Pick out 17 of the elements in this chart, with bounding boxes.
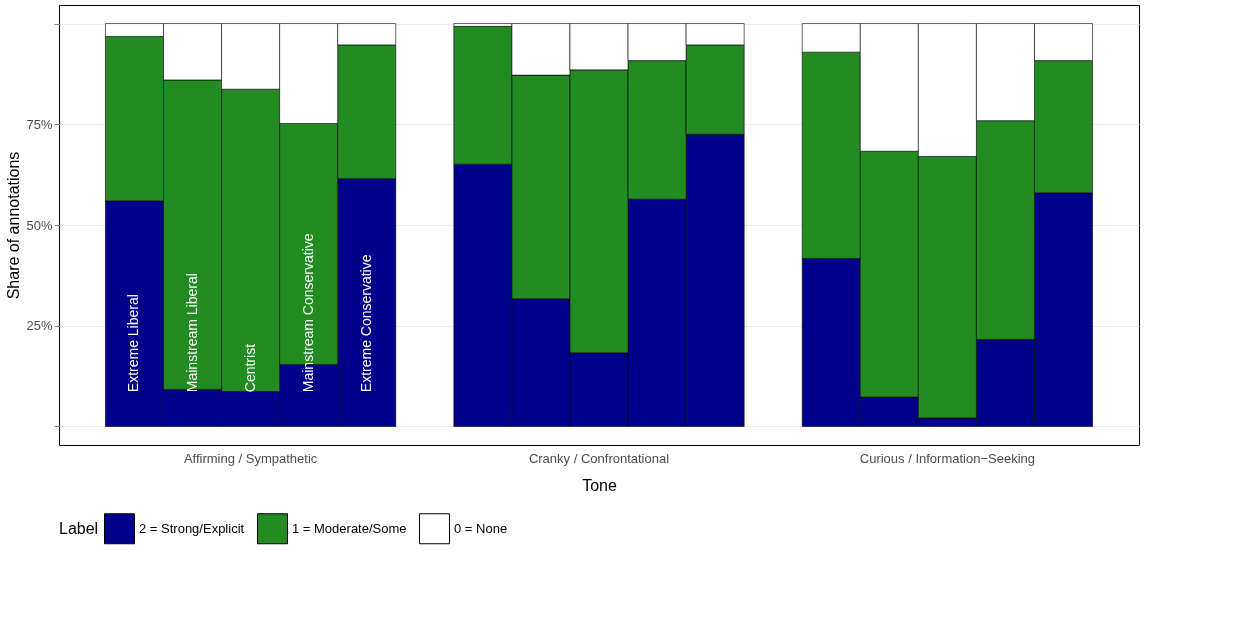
text: Cranky / Confrontational [528, 451, 670, 466]
x-tick-label: Mainstream Conservative [299, 233, 316, 393]
y-axis-title: Share of annotations [5, 151, 23, 300]
legend-label: 0 = None [454, 520, 508, 536]
legend-label: 2 = Strong/Explicit [139, 520, 245, 536]
y-tick-label: 75% [26, 116, 53, 132]
x-tick-label: Mainstream Liberal [183, 273, 200, 393]
text: Affirming / Sympathetic [183, 451, 318, 466]
y-tick-label: 25% [26, 318, 53, 334]
y-tick-label: 50% [26, 217, 53, 233]
legend-label: 1 = Moderate/Some [292, 520, 407, 536]
x-axis-title: Tone [582, 476, 617, 494]
text: Curious / Information−Seeking [859, 451, 1035, 466]
x-tick-label: Extreme Conservative [357, 254, 374, 393]
x-tick-label: Extreme Liberal [125, 294, 142, 393]
x-tick-label: Centrist [241, 343, 258, 393]
legend-title: Label [59, 520, 99, 537]
